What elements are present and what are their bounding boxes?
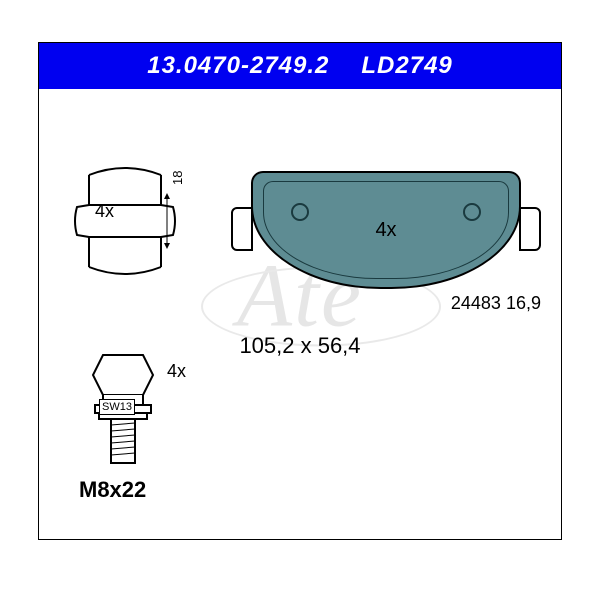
short-code: LD2749: [361, 52, 452, 80]
retaining-clip-drawing: [69, 165, 181, 277]
pad-ear-left: [231, 207, 253, 251]
bolt-quantity: 4x: [167, 361, 186, 382]
clip-width: 18: [170, 171, 185, 185]
pad-code: 24483 16,9: [389, 293, 541, 314]
pad-quantity: 4x: [375, 219, 396, 242]
pad-body: 4x: [251, 171, 521, 289]
clip-quantity: 4x: [95, 201, 114, 222]
page-frame: 13.0470-2749.2 LD2749 Ate 4x: [0, 0, 600, 600]
brake-pad-drawing: 4x: [249, 153, 523, 303]
bolt-wrench-size: SW13: [99, 399, 135, 415]
part-number: 13.0470-2749.2: [147, 52, 329, 80]
clip-icon: [69, 165, 181, 277]
diagram-border: 13.0470-2749.2 LD2749 Ate 4x: [38, 42, 562, 540]
pad-ear-right: [519, 207, 541, 251]
pad-inner-outline: 4x: [263, 181, 509, 279]
diagram-area: Ate 4x 24483 16,9: [39, 89, 561, 539]
bolt-size: M8x22: [79, 477, 146, 503]
header-bar: 13.0470-2749.2 LD2749: [39, 43, 561, 89]
